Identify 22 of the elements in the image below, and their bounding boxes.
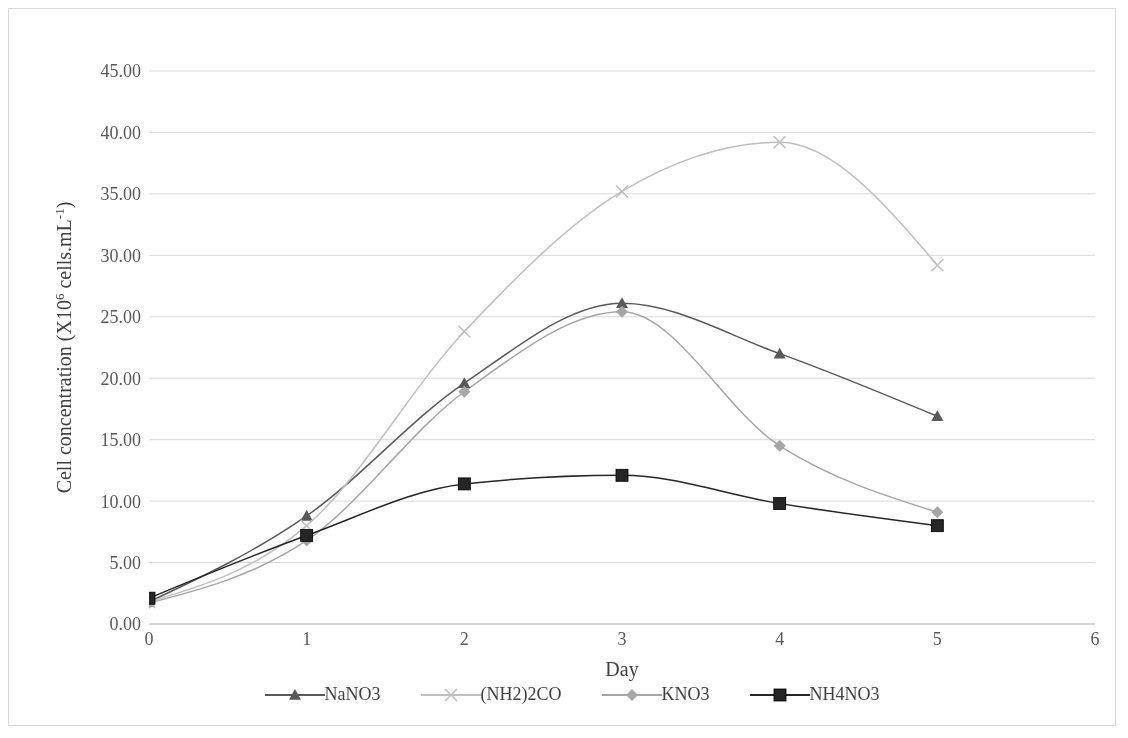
x-tick-label: 0 (144, 628, 154, 649)
y-tick-label: 30.00 (100, 245, 141, 266)
x-tick-label: 3 (617, 628, 627, 649)
legend-label: KNO3 (661, 684, 710, 705)
y-tick-label: 35.00 (100, 184, 141, 205)
x-tick-label: 4 (775, 628, 785, 649)
legend-label: NaNO3 (324, 684, 381, 705)
y-tick-label: 20.00 (100, 368, 141, 389)
legend-label: (NH2)2CO (480, 684, 562, 705)
x-axis-title: Day (605, 658, 639, 681)
y-tick-label: 5.00 (109, 552, 141, 573)
y-tick-label: 15.00 (100, 430, 141, 451)
y-tick-label: 45.00 (100, 61, 141, 82)
x-tick-label: 2 (459, 628, 469, 649)
y-tick-label: 40.00 (100, 122, 141, 143)
x-tick-label: 1 (302, 628, 312, 649)
x-tick-label: 6 (1090, 628, 1100, 649)
y-tick-label: 10.00 (100, 491, 141, 512)
y-tick-label: 0.00 (109, 614, 141, 635)
legend-label: NH4NO3 (809, 684, 880, 705)
x-tick-label: 5 (932, 628, 942, 649)
y-tick-label: 25.00 (100, 307, 141, 328)
